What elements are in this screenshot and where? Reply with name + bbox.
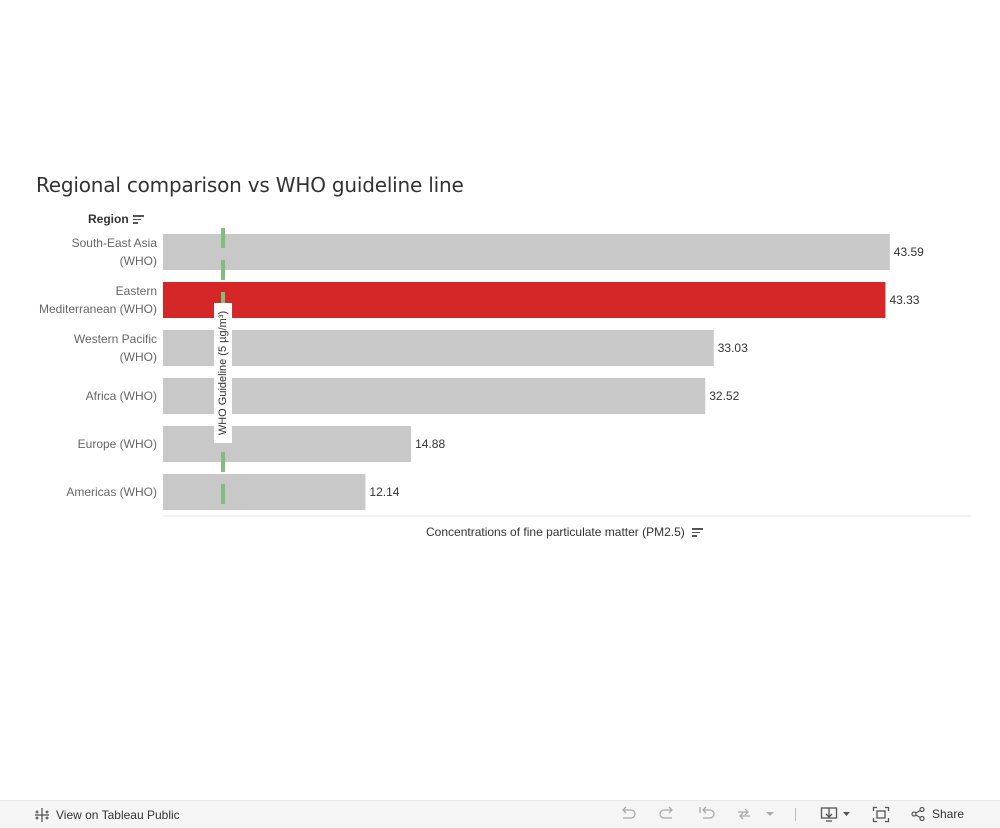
bar[interactable] [163, 234, 890, 270]
bar[interactable] [163, 282, 886, 318]
region-header-label: Region [88, 212, 129, 226]
category-label-line: Eastern [116, 284, 157, 298]
category-label-line: (WHO) [120, 350, 157, 364]
redo-icon[interactable] [658, 806, 676, 822]
reference-label-background [214, 303, 233, 443]
bar-chart: 43.59 South-East Asia (WHO) 43.33 Eastern Med… [39, 228, 971, 517]
category-label-line: South-East Asia [72, 236, 158, 250]
bar[interactable] [163, 330, 714, 366]
bar[interactable] [163, 474, 366, 510]
x-axis-header[interactable]: Concentrations of fine particulate matte… [426, 525, 703, 539]
bar[interactable] [163, 426, 412, 462]
category-label: Americas (WHO) [66, 485, 157, 499]
category-label-line: Africa (WHO) [86, 389, 157, 403]
view-on-tableau-link[interactable]: View on Tableau Public [34, 807, 180, 823]
category-label-line: Mediterranean (WHO) [39, 302, 157, 316]
x-axis-label: Concentrations of fine particulate matte… [426, 525, 685, 539]
category-label: Europe (WHO) [78, 437, 157, 451]
chart-title: Regional comparison vs WHO guideline lin… [36, 173, 464, 197]
bar-value-label: 43.59 [894, 245, 924, 259]
category-label: South-East Asia (WHO) [72, 236, 158, 268]
category-label: Africa (WHO) [86, 389, 157, 403]
category-label: Eastern Mediterranean (WHO) [39, 284, 157, 316]
bar-value-label: 12.14 [369, 485, 399, 499]
tableau-logo-icon [35, 808, 49, 822]
category-label-line: (WHO) [120, 254, 157, 268]
share-label: Share [932, 807, 965, 821]
category-label-line: Western Pacific [74, 332, 157, 346]
refresh-icon[interactable] [735, 806, 775, 822]
category-label-line: Americas (WHO) [66, 485, 157, 499]
toolbar-separator [795, 808, 796, 821]
bar-value-label: 43.33 [889, 293, 919, 307]
revert-icon[interactable] [698, 806, 716, 822]
download-icon[interactable] [820, 806, 852, 823]
share-button[interactable]: Share [910, 806, 964, 822]
bar-value-label: 33.03 [718, 341, 748, 355]
bar[interactable] [163, 378, 706, 414]
share-icon [911, 806, 925, 822]
region-axis-header[interactable]: Region [88, 212, 144, 226]
category-label: Western Pacific (WHO) [74, 332, 157, 364]
fullscreen-icon[interactable] [872, 806, 890, 823]
category-label-line: Europe (WHO) [78, 437, 157, 451]
reference-line-label: WHO Guideline (5 µg/m³) [217, 311, 229, 435]
bar-value-label: 14.88 [415, 437, 445, 451]
footer-toolbar: View on Tableau Public [0, 800, 1000, 828]
sort-icon[interactable] [691, 527, 703, 537]
sort-icon[interactable] [132, 214, 144, 224]
view-link-label: View on Tableau Public [56, 808, 180, 822]
bar-value-label: 32.52 [709, 389, 739, 403]
undo-icon[interactable] [619, 806, 637, 822]
